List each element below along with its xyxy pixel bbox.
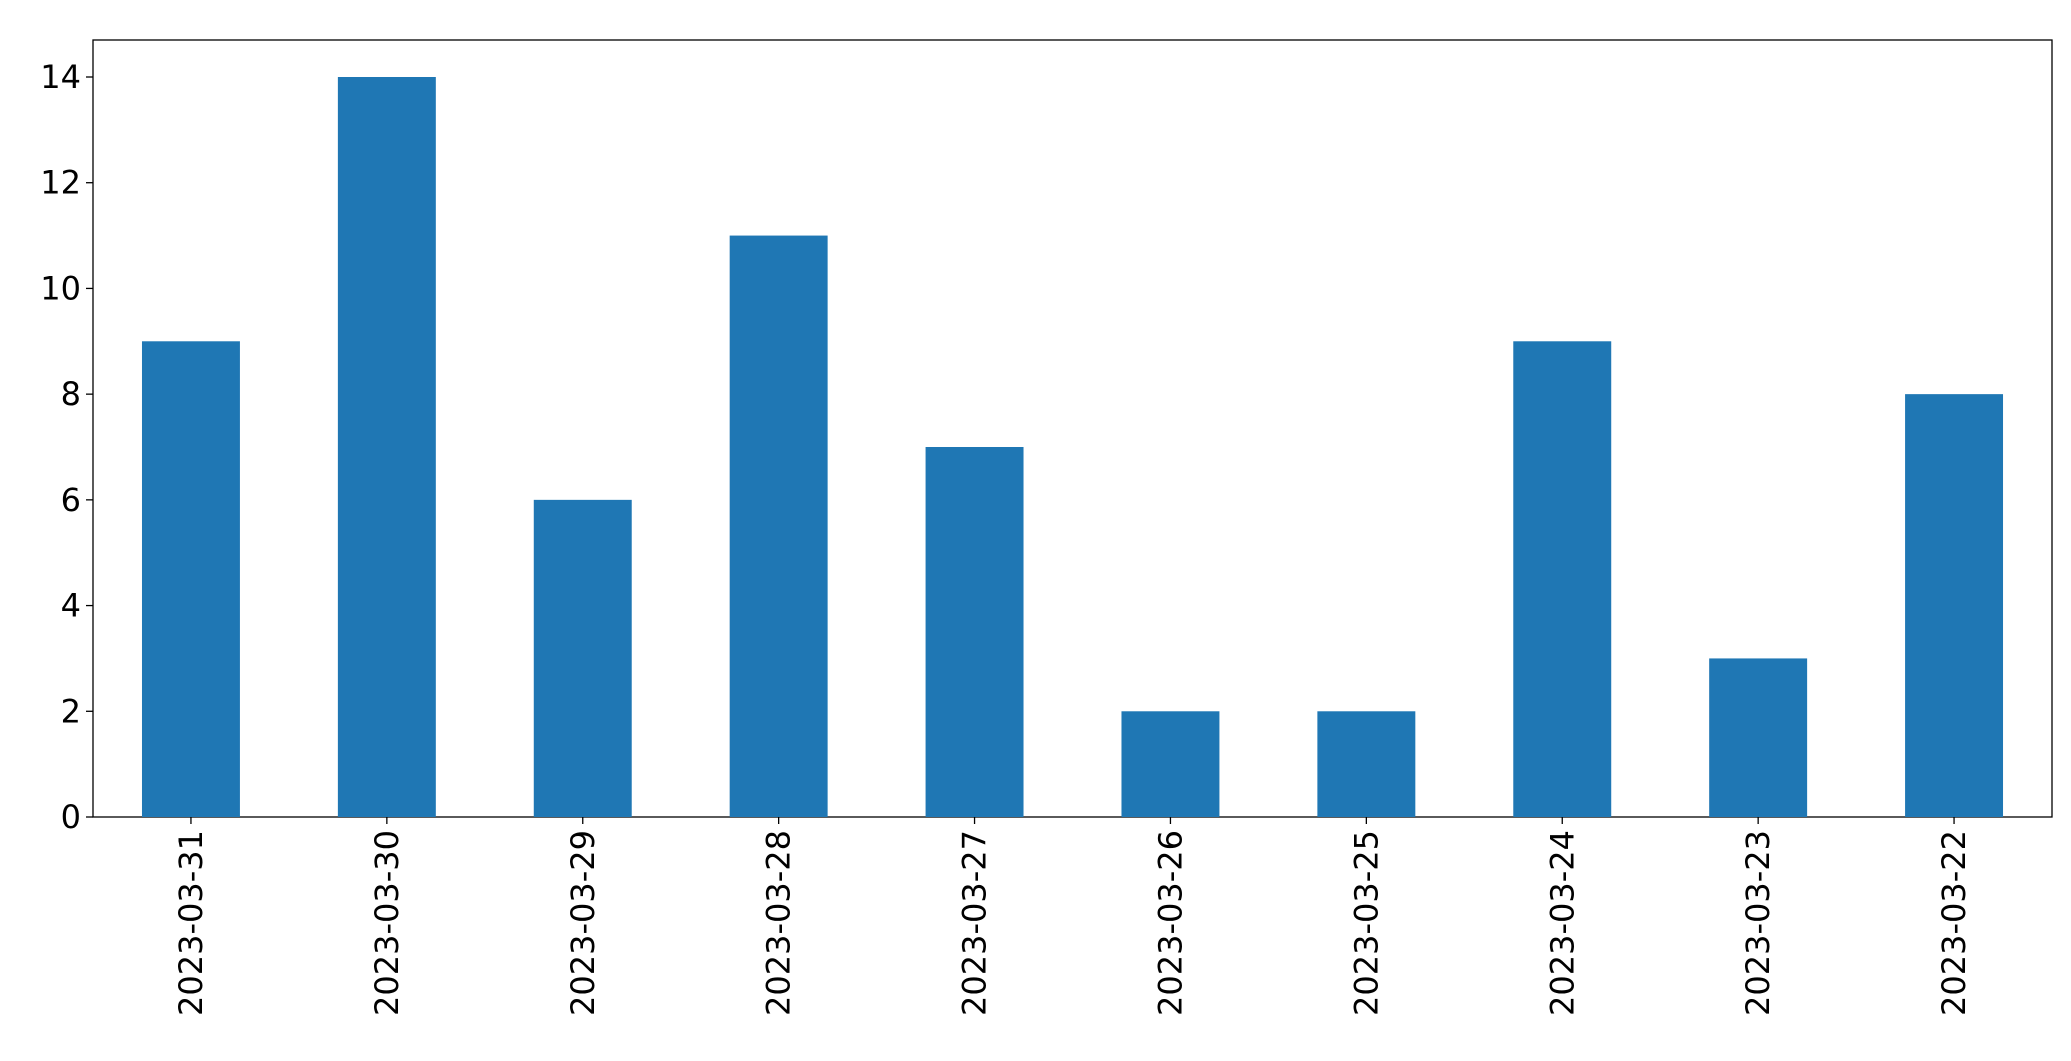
y-tick-label: 10	[40, 269, 81, 307]
y-tick-label: 4	[61, 587, 81, 625]
bar	[1709, 658, 1808, 817]
x-tick-label: 2023-03-23	[1739, 830, 1777, 1016]
bar	[1121, 711, 1220, 817]
x-tick-label: 2023-03-30	[368, 830, 406, 1016]
bar	[1317, 711, 1416, 817]
bar	[729, 235, 828, 818]
x-tick-label: 2023-03-24	[1543, 830, 1581, 1016]
bar	[925, 447, 1024, 817]
x-tick-label: 2023-03-22	[1935, 830, 1973, 1016]
y-tick-label: 12	[40, 164, 81, 202]
x-tick-label: 2023-03-27	[956, 830, 994, 1016]
x-tick-label: 2023-03-25	[1347, 830, 1385, 1016]
x-tick-label: 2023-03-26	[1151, 830, 1189, 1016]
y-tick-label: 0	[61, 798, 81, 836]
bar	[141, 341, 240, 817]
plot-frame	[92, 39, 2053, 818]
bar	[337, 77, 436, 817]
x-tick-label: 2023-03-31	[172, 830, 210, 1016]
y-tick-label: 6	[61, 481, 81, 519]
bar	[1513, 341, 1612, 817]
bar	[533, 499, 632, 817]
x-tick-label: 2023-03-29	[564, 830, 602, 1016]
y-tick-label: 8	[61, 375, 81, 413]
x-tick-label: 2023-03-28	[760, 830, 798, 1016]
y-tick-label: 14	[40, 58, 81, 96]
y-tick-label: 2	[61, 692, 81, 730]
bar	[1905, 394, 2004, 817]
